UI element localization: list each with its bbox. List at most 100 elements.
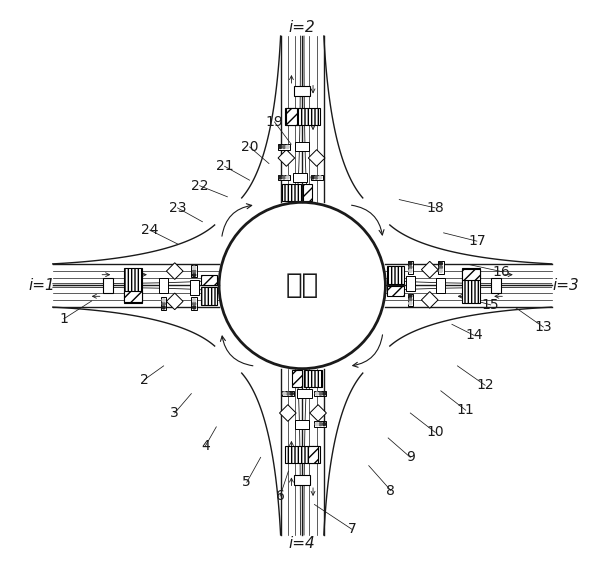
Text: 9: 9: [406, 451, 415, 464]
Circle shape: [409, 262, 412, 265]
Polygon shape: [310, 405, 326, 421]
Circle shape: [311, 176, 314, 179]
Circle shape: [283, 392, 286, 395]
Bar: [387, 266, 404, 284]
Circle shape: [282, 146, 285, 148]
Bar: [295, 420, 309, 428]
Circle shape: [315, 423, 318, 425]
Bar: [124, 268, 142, 303]
Text: 21: 21: [216, 159, 234, 174]
Text: 5: 5: [242, 475, 251, 489]
Bar: [161, 297, 167, 309]
Circle shape: [439, 266, 442, 269]
Bar: [192, 265, 197, 277]
Circle shape: [409, 295, 412, 297]
Text: 14: 14: [465, 328, 483, 343]
Circle shape: [162, 299, 165, 301]
Circle shape: [323, 423, 326, 425]
Circle shape: [315, 392, 318, 395]
Text: 17: 17: [468, 234, 486, 248]
Polygon shape: [167, 293, 183, 309]
Text: 4: 4: [201, 439, 210, 453]
Circle shape: [439, 270, 442, 272]
Bar: [407, 262, 413, 274]
Text: 12: 12: [476, 378, 494, 392]
Bar: [201, 275, 217, 285]
Circle shape: [282, 176, 285, 179]
Polygon shape: [279, 405, 296, 421]
Bar: [491, 278, 501, 293]
Text: 20: 20: [241, 140, 258, 154]
Bar: [438, 262, 443, 274]
Bar: [462, 268, 480, 303]
Bar: [387, 286, 404, 296]
Bar: [278, 144, 290, 150]
Text: 15: 15: [482, 298, 500, 312]
Bar: [285, 446, 320, 464]
Text: 1: 1: [59, 312, 68, 326]
Polygon shape: [167, 263, 183, 279]
Text: 24: 24: [141, 223, 159, 237]
Bar: [295, 86, 310, 96]
Circle shape: [315, 176, 318, 179]
Text: i=3: i=3: [552, 278, 579, 293]
Circle shape: [193, 270, 196, 273]
Bar: [304, 371, 322, 387]
Circle shape: [162, 306, 165, 309]
Bar: [282, 184, 301, 200]
Circle shape: [286, 146, 289, 148]
Text: 16: 16: [493, 264, 511, 279]
Bar: [103, 278, 113, 293]
Circle shape: [279, 176, 282, 179]
Bar: [303, 184, 312, 200]
Text: 6: 6: [276, 489, 284, 503]
Bar: [292, 371, 302, 387]
Circle shape: [409, 301, 412, 305]
Text: i=4: i=4: [289, 536, 315, 551]
Circle shape: [318, 176, 321, 179]
Bar: [192, 297, 197, 309]
Circle shape: [193, 302, 196, 305]
Circle shape: [409, 270, 412, 272]
Circle shape: [162, 302, 165, 305]
Bar: [286, 107, 297, 125]
Bar: [310, 175, 323, 180]
Bar: [295, 475, 310, 485]
Text: 22: 22: [191, 179, 209, 193]
Circle shape: [279, 146, 282, 148]
Circle shape: [193, 274, 196, 276]
Circle shape: [323, 392, 326, 395]
Circle shape: [193, 266, 196, 270]
Text: 3: 3: [170, 406, 179, 420]
Bar: [314, 391, 326, 396]
Circle shape: [290, 392, 293, 395]
Bar: [282, 391, 294, 396]
Bar: [278, 175, 290, 180]
Bar: [159, 278, 168, 293]
Text: 2: 2: [140, 373, 149, 387]
Text: i=1: i=1: [28, 278, 55, 293]
Bar: [436, 278, 445, 293]
Bar: [297, 389, 312, 398]
Polygon shape: [422, 292, 438, 308]
Circle shape: [409, 266, 412, 269]
Bar: [407, 294, 413, 306]
Circle shape: [439, 262, 442, 265]
Circle shape: [193, 299, 196, 301]
Bar: [307, 446, 318, 464]
Text: 11: 11: [457, 403, 475, 417]
Circle shape: [287, 392, 290, 395]
Bar: [124, 291, 142, 301]
Bar: [295, 143, 309, 151]
Text: 13: 13: [534, 320, 552, 334]
Bar: [285, 107, 320, 125]
Polygon shape: [278, 150, 295, 166]
Polygon shape: [422, 262, 438, 278]
Circle shape: [286, 176, 289, 179]
Circle shape: [193, 306, 196, 309]
Text: 10: 10: [426, 425, 444, 440]
Text: i=2: i=2: [289, 20, 315, 35]
Circle shape: [319, 423, 322, 425]
Bar: [190, 280, 199, 295]
Bar: [293, 173, 307, 182]
